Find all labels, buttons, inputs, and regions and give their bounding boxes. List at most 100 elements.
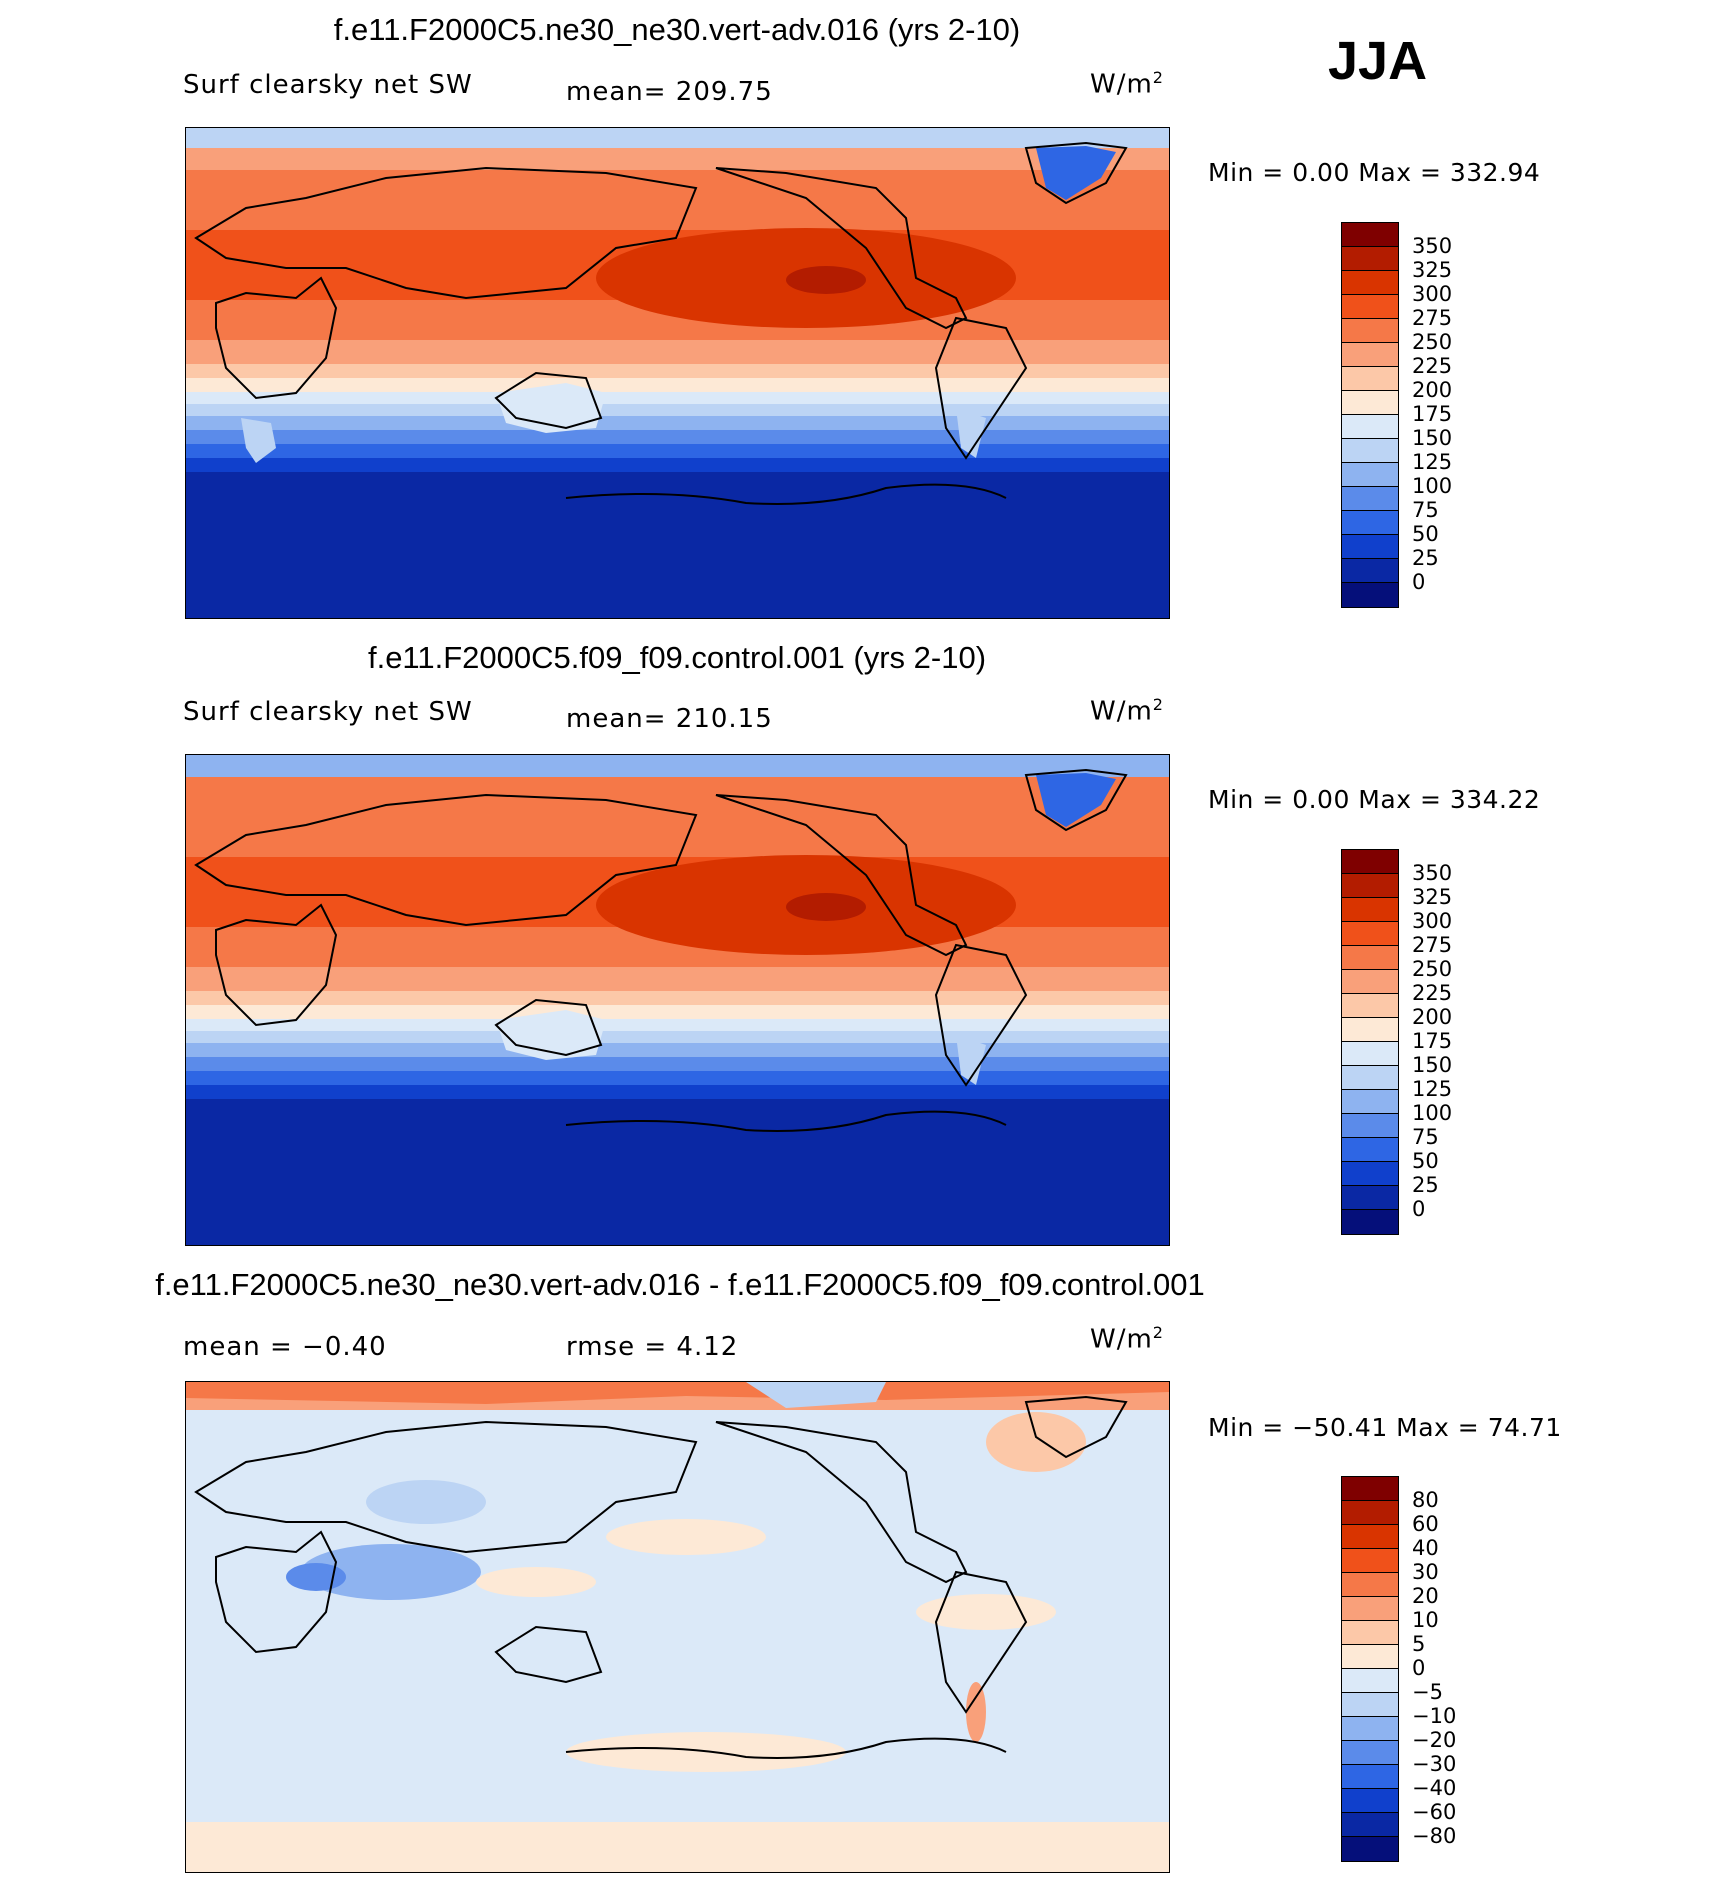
colorbar-tick-label: 150 xyxy=(1412,1053,1453,1077)
colorbar-box xyxy=(1342,1042,1398,1066)
colorbar-tick-label: 275 xyxy=(1412,306,1453,330)
colorbar-tick-label: 275 xyxy=(1412,933,1453,957)
colorbar-tick-label: 50 xyxy=(1412,1149,1439,1173)
colorbar-tick-label: 25 xyxy=(1412,1173,1439,1197)
panel2-minmax: Min = 0.00 Max = 334.22 xyxy=(1208,785,1541,814)
colorbar-tick-label: 325 xyxy=(1412,258,1453,282)
colorbar-tick-label: 125 xyxy=(1412,450,1453,474)
colorbar-tick-label: 200 xyxy=(1412,378,1453,402)
colorbar-tick-label: −30 xyxy=(1412,1752,1457,1776)
colorbar-box xyxy=(1342,946,1398,970)
colorbar-tick-label: 200 xyxy=(1412,1005,1453,1029)
colorbar-tick-label: 250 xyxy=(1412,957,1453,981)
colorbar-box xyxy=(1342,223,1398,247)
colorbar-box xyxy=(1342,583,1398,607)
colorbar-tick-label: 350 xyxy=(1412,861,1453,885)
colorbar-tick-label: 10 xyxy=(1412,1608,1439,1632)
colorbar-tick-label: 125 xyxy=(1412,1077,1453,1101)
colorbar-tick-label: 0 xyxy=(1412,570,1426,594)
colorbar-tick-label: −40 xyxy=(1412,1776,1457,1800)
colorbar-tick-label: 20 xyxy=(1412,1584,1439,1608)
panel1-mean: mean= 209.75 xyxy=(566,77,773,107)
colorbar-box xyxy=(1342,1645,1398,1669)
colorbar-box xyxy=(1342,271,1398,295)
colorbar-box xyxy=(1342,1018,1398,1042)
panel1-variable: Surf clearsky net SW xyxy=(183,70,473,100)
colorbar-tick-label: 100 xyxy=(1412,474,1453,498)
colorbar-box xyxy=(1342,1621,1398,1645)
colorbar-box xyxy=(1342,922,1398,946)
colorbar-tick-label: 25 xyxy=(1412,546,1439,570)
colorbar-box xyxy=(1342,1210,1398,1234)
colorbar-tick-label: 80 xyxy=(1412,1488,1439,1512)
panel2-title: f.e11.F2000C5.f09_f09.control.001 (yrs 2… xyxy=(367,640,987,675)
panel2-map xyxy=(185,754,1170,1246)
panel1-colorbar xyxy=(1341,222,1399,608)
colorbar-box xyxy=(1342,415,1398,439)
colorbar-box xyxy=(1342,367,1398,391)
panel2-variable: Surf clearsky net SW xyxy=(183,697,473,727)
panel1-units: W/m2 xyxy=(1090,68,1164,100)
colorbar-tick-label: −5 xyxy=(1412,1680,1443,1704)
panel1-map xyxy=(185,127,1170,619)
colorbar-tick-label: 225 xyxy=(1412,981,1453,1005)
panel3-title: f.e11.F2000C5.ne30_ne30.vert-adv.016 - f… xyxy=(155,1267,1205,1302)
colorbar-box xyxy=(1342,1597,1398,1621)
colorbar-tick-label: 300 xyxy=(1412,282,1453,306)
colorbar-tick-label: 30 xyxy=(1412,1560,1439,1584)
colorbar-box xyxy=(1342,1693,1398,1717)
colorbar-box xyxy=(1342,535,1398,559)
colorbar-box xyxy=(1342,1066,1398,1090)
colorbar-box xyxy=(1342,1114,1398,1138)
colorbar-box xyxy=(1342,1741,1398,1765)
colorbar-box xyxy=(1342,1549,1398,1573)
colorbar-box xyxy=(1342,1813,1398,1837)
colorbar-tick-label: 150 xyxy=(1412,426,1453,450)
colorbar-box xyxy=(1342,1789,1398,1813)
colorbar-tick-label: −20 xyxy=(1412,1728,1457,1752)
panel2-colorbar xyxy=(1341,849,1399,1235)
colorbar-box xyxy=(1342,1138,1398,1162)
colorbar-box xyxy=(1342,874,1398,898)
colorbar-tick-label: 225 xyxy=(1412,354,1453,378)
panel3-map xyxy=(185,1381,1170,1873)
colorbar-box xyxy=(1342,1525,1398,1549)
colorbar-tick-label: 300 xyxy=(1412,909,1453,933)
colorbar-tick-label: −80 xyxy=(1412,1824,1457,1848)
colorbar-tick-label: 100 xyxy=(1412,1101,1453,1125)
panel1-minmax: Min = 0.00 Max = 332.94 xyxy=(1208,158,1541,187)
colorbar-box xyxy=(1342,898,1398,922)
colorbar-box xyxy=(1342,850,1398,874)
colorbar-tick-label: 75 xyxy=(1412,1125,1439,1149)
colorbar-box xyxy=(1342,1837,1398,1861)
colorbar-box xyxy=(1342,994,1398,1018)
panel2-units: W/m2 xyxy=(1090,695,1164,727)
colorbar-box xyxy=(1342,1669,1398,1693)
colorbar-box xyxy=(1342,1501,1398,1525)
season-label: JJA xyxy=(1328,31,1428,91)
colorbar-box xyxy=(1342,1765,1398,1789)
colorbar-box xyxy=(1342,1162,1398,1186)
colorbar-box xyxy=(1342,247,1398,271)
colorbar-box xyxy=(1342,463,1398,487)
colorbar-tick-label: 75 xyxy=(1412,498,1439,522)
colorbar-box xyxy=(1342,511,1398,535)
panel3-units: W/m2 xyxy=(1090,1323,1164,1355)
colorbar-tick-label: 0 xyxy=(1412,1197,1426,1221)
colorbar-tick-label: 60 xyxy=(1412,1512,1439,1536)
colorbar-box xyxy=(1342,970,1398,994)
colorbar-tick-label: 250 xyxy=(1412,330,1453,354)
colorbar-tick-label: 325 xyxy=(1412,885,1453,909)
panel3-mean: mean = −0.40 xyxy=(183,1332,387,1362)
colorbar-box xyxy=(1342,319,1398,343)
panel3-rmse: rmse = 4.12 xyxy=(566,1332,739,1362)
colorbar-tick-label: 175 xyxy=(1412,1029,1453,1053)
colorbar-box xyxy=(1342,1717,1398,1741)
colorbar-box xyxy=(1342,439,1398,463)
colorbar-tick-label: 5 xyxy=(1412,1632,1426,1656)
colorbar-box xyxy=(1342,559,1398,583)
colorbar-box xyxy=(1342,1477,1398,1501)
colorbar-box xyxy=(1342,1573,1398,1597)
colorbar-tick-label: −10 xyxy=(1412,1704,1457,1728)
colorbar-tick-label: 0 xyxy=(1412,1656,1426,1680)
